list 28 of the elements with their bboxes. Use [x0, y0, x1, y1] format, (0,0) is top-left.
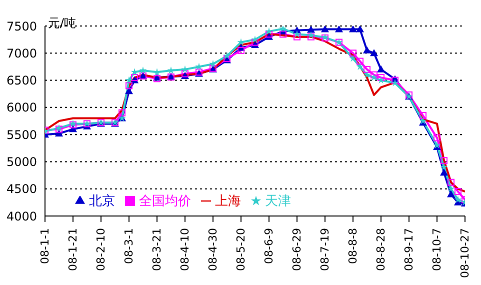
x-tick-label: 08-8-8 [346, 228, 360, 264]
x-tick-label: 08-5-20 [234, 228, 248, 271]
x-tick-label: 08-4-10 [178, 228, 192, 271]
x-tick-label: 08-8-28 [374, 228, 388, 271]
legend-label: 天津 [265, 194, 291, 209]
legend-label: 上海 [215, 194, 241, 209]
x-tick-label: 08-7-19 [318, 228, 332, 271]
x-tick-label: 08-10-27 [458, 228, 472, 278]
x-tick-label: 08-6-9 [262, 228, 276, 264]
x-tick-label: 08-2-10 [94, 228, 108, 271]
y-tick-label: 4000 [6, 209, 37, 224]
x-tick-label: 08-6-29 [290, 228, 304, 271]
x-tick-label: 08-1-1 [38, 228, 52, 264]
y-tick-label: 6000 [6, 100, 37, 115]
legend-label: 全国均价 [139, 194, 191, 209]
x-tick-label: 08-4-30 [206, 228, 220, 271]
x-tick-label: 08-3-1 [122, 228, 136, 264]
x-tick-label: 08-10-7 [430, 228, 444, 271]
y-tick-label: 5500 [6, 128, 37, 142]
y-tick-label: 6500 [6, 74, 37, 88]
x-tick-label: 08-1-21 [66, 228, 80, 271]
legend-label: 北京 [89, 194, 115, 209]
y-tick-label: 4500 [6, 182, 37, 196]
y-tick-label: 5000 [6, 154, 37, 169]
y-tick-label: 7500 [6, 19, 37, 34]
x-tick-label: 08-3-21 [150, 228, 164, 271]
x-tick-label: 08-9-17 [402, 228, 416, 271]
y-tick-label: 7000 [6, 46, 37, 60]
